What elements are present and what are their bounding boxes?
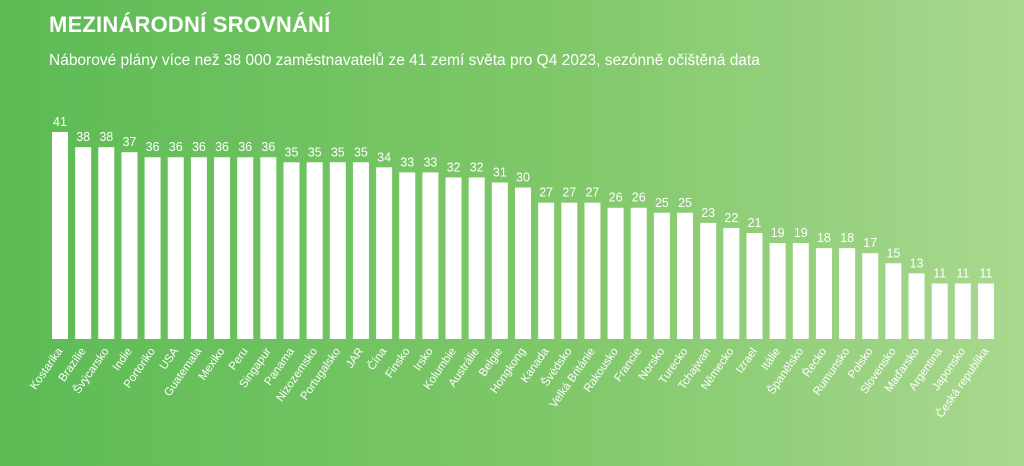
data-label-portugalsko: 35 <box>331 145 345 159</box>
bar-belgie <box>491 182 508 339</box>
bar-kostarika <box>52 132 68 339</box>
bar-norsko <box>653 212 670 339</box>
bar-panama <box>283 162 300 339</box>
data-label-rakousko: 26 <box>609 191 623 205</box>
data-label-slovensko: 15 <box>886 246 900 260</box>
data-label-izrael: 21 <box>748 216 762 230</box>
data-label-nemecko: 22 <box>724 211 738 225</box>
bar-peru <box>237 157 254 339</box>
data-label-rumunsko: 18 <box>840 231 854 245</box>
data-label-australie: 32 <box>470 160 484 174</box>
bar-mexiko <box>214 157 231 339</box>
data-label-norsko: 25 <box>655 196 669 210</box>
data-label-ceska-republika: 11 <box>980 266 993 280</box>
data-label-kolumbie: 32 <box>447 160 461 174</box>
data-label-belgie: 31 <box>493 165 507 179</box>
data-label-madarsko: 13 <box>910 256 924 270</box>
data-label-hongkong: 30 <box>516 171 530 185</box>
bar-guatemala <box>190 157 207 339</box>
data-label-recko: 18 <box>817 231 831 245</box>
data-label-brazilie: 38 <box>76 130 90 144</box>
bar-rumunsko <box>839 248 856 339</box>
bar-madarsko <box>908 273 925 339</box>
data-label-singapur: 36 <box>261 140 275 154</box>
bar-spanelsko <box>792 243 809 339</box>
data-label-portoriko: 36 <box>146 140 160 154</box>
bar-izrael <box>746 232 763 339</box>
data-label-cina: 34 <box>377 150 391 164</box>
bar-japonsko <box>954 283 971 339</box>
bar-argentina <box>931 283 948 339</box>
bar-svycarsko <box>98 147 115 339</box>
bar-singapur <box>260 157 277 339</box>
bar-indie <box>121 152 138 339</box>
bar-kanada <box>538 202 555 339</box>
data-label-indie: 37 <box>122 135 136 149</box>
data-label-kanada: 27 <box>539 186 553 200</box>
bar-cina <box>376 167 393 339</box>
chart-title: MEZINÁRODNÍ SROVNÁNÍ <box>49 12 331 37</box>
bar-australie <box>468 177 485 339</box>
tick-label-jar: JAR <box>344 346 366 371</box>
bar-italie <box>769 243 786 339</box>
data-label-italie: 19 <box>771 226 785 240</box>
data-label-svycarsko: 38 <box>99 130 113 144</box>
bar-jar <box>352 162 369 339</box>
bar-usa <box>167 157 184 339</box>
data-label-nizozemsko: 35 <box>308 145 322 159</box>
data-label-finsko: 33 <box>400 155 414 169</box>
bar-portugalsko <box>329 162 346 339</box>
tick-label-finsko: Finsko <box>383 346 412 381</box>
bar-slovensko <box>885 263 902 339</box>
data-label-japonsko: 11 <box>956 266 969 280</box>
tick-label-kostarika: Kostarika <box>28 345 66 392</box>
bar-polsko <box>862 253 879 339</box>
bar-svedsko <box>561 202 578 339</box>
bar-rakousko <box>607 207 624 339</box>
data-label-usa: 36 <box>169 140 183 154</box>
data-label-jar: 35 <box>354 145 368 159</box>
bar-ceska-republika <box>978 283 994 339</box>
bar-velka-britanie <box>584 202 601 339</box>
bar-brazilie <box>75 147 92 339</box>
bar-nemecko <box>723 227 740 339</box>
data-label-irsko: 33 <box>423 155 437 169</box>
data-label-svedsko: 27 <box>562 186 576 200</box>
data-label-argentina: 11 <box>933 266 946 280</box>
data-label-tchajwan: 23 <box>701 206 715 220</box>
data-label-panama: 35 <box>285 145 299 159</box>
data-label-mexiko: 36 <box>215 140 229 154</box>
chart-subtitle: Náborové plány více než 38 000 zaměstnav… <box>49 52 760 69</box>
data-label-peru: 36 <box>238 140 252 154</box>
bar-francie <box>630 207 647 339</box>
bar-turecko <box>677 212 694 339</box>
data-label-spanelsko: 19 <box>794 226 808 240</box>
bar-hongkong <box>515 187 531 339</box>
bar-portoriko <box>144 157 161 339</box>
data-label-turecko: 25 <box>678 196 692 210</box>
tick-label-izrael: Izrael <box>734 346 760 376</box>
data-label-polsko: 17 <box>863 236 877 250</box>
bar-kolumbie <box>445 177 462 339</box>
bar-irsko <box>422 172 439 339</box>
bar-nizozemsko <box>306 162 323 339</box>
bar-finsko <box>399 172 416 339</box>
bar-tchajwan <box>700 222 717 339</box>
data-label-kostarika: 41 <box>53 115 67 129</box>
data-label-francie: 26 <box>632 191 646 205</box>
bar-recko <box>815 248 832 339</box>
data-label-guatemala: 36 <box>192 140 206 154</box>
data-label-velka-britanie: 27 <box>585 186 599 200</box>
